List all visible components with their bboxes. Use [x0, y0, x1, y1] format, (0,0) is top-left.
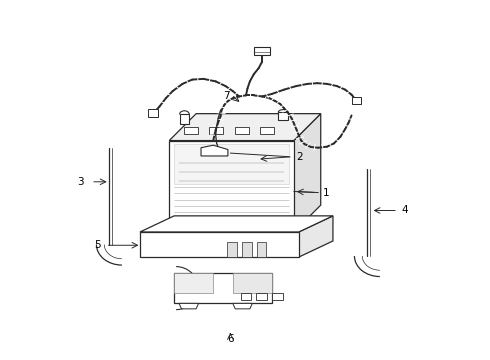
Polygon shape — [174, 144, 289, 184]
Polygon shape — [201, 145, 228, 156]
Text: 6: 6 — [227, 333, 234, 343]
Polygon shape — [174, 273, 272, 303]
Polygon shape — [233, 273, 272, 293]
Polygon shape — [257, 242, 267, 257]
Polygon shape — [140, 232, 299, 257]
Polygon shape — [254, 47, 270, 55]
Polygon shape — [169, 114, 321, 140]
Text: 2: 2 — [296, 152, 303, 162]
Text: 5: 5 — [94, 240, 101, 250]
Text: 3: 3 — [77, 177, 84, 187]
Polygon shape — [278, 112, 288, 120]
Polygon shape — [179, 114, 189, 125]
Polygon shape — [294, 114, 321, 232]
Polygon shape — [242, 242, 252, 257]
Polygon shape — [148, 109, 158, 117]
Polygon shape — [235, 127, 248, 134]
Polygon shape — [241, 293, 251, 300]
Text: 4: 4 — [401, 206, 408, 216]
Polygon shape — [169, 140, 294, 232]
Text: 7: 7 — [223, 91, 229, 101]
Polygon shape — [260, 127, 274, 134]
Polygon shape — [209, 127, 223, 134]
Polygon shape — [233, 303, 252, 309]
Polygon shape — [272, 293, 283, 300]
Polygon shape — [227, 242, 237, 257]
Text: 1: 1 — [323, 188, 330, 198]
Polygon shape — [140, 216, 333, 232]
Polygon shape — [174, 273, 213, 293]
Polygon shape — [351, 97, 361, 104]
Polygon shape — [256, 293, 267, 300]
Polygon shape — [179, 303, 198, 309]
Polygon shape — [184, 127, 198, 134]
Polygon shape — [299, 216, 333, 257]
